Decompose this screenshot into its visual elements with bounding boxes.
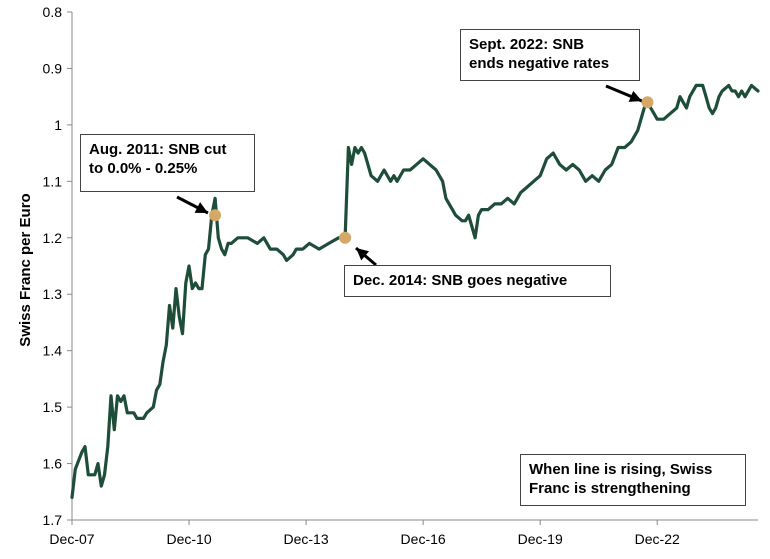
- rising-line-note: When line is rising, Swiss Franc is stre…: [520, 454, 746, 506]
- y-tick-label: 1.3: [43, 286, 63, 302]
- arrow-head: [194, 202, 208, 213]
- y-tick-label: 1.2: [43, 230, 63, 246]
- x-tick-label: Dec-07: [49, 531, 94, 547]
- annotation-dec-2014: Dec. 2014: SNB goes negative: [344, 265, 611, 297]
- y-ticks: 0.8 0.9 1 1.1 1.2 1.3 1.4 1.5 1.6 1.7: [43, 4, 72, 528]
- y-tick-label: 0.8: [43, 4, 63, 20]
- y-tick-label: 1.7: [43, 512, 63, 528]
- y-tick-label: 1.4: [43, 343, 63, 359]
- annotation-aug-2011-text: Aug. 2011: SNB cut to 0.0% - 0.25%: [89, 141, 227, 177]
- x-tick-label: Dec-16: [401, 531, 446, 547]
- x-tick-label: Dec-19: [518, 531, 563, 547]
- y-axis-label: Swiss Franc per Euro: [17, 193, 34, 346]
- rising-line-note-text: When line is rising, Swiss Franc is stre…: [529, 461, 713, 497]
- y-tick-label: 1.1: [43, 173, 63, 189]
- y-tick-label: 1.5: [43, 399, 63, 415]
- x-tick-label: Dec-22: [635, 531, 680, 547]
- annotation-aug-2011: Aug. 2011: SNB cut to 0.0% - 0.25%: [80, 134, 255, 192]
- annotation-marker: [339, 231, 352, 244]
- x-tick-label: Dec-13: [284, 531, 329, 547]
- annotation-marker: [209, 209, 222, 222]
- series-line: [70, 83, 760, 499]
- y-tick-label: 1.6: [43, 456, 63, 472]
- axes: [71, 12, 758, 521]
- arrow-head: [628, 90, 642, 102]
- y-tick-label: 0.9: [43, 60, 63, 76]
- y-tick-label: 1: [54, 117, 62, 133]
- annotation-marker: [641, 96, 654, 109]
- annotation-sept-2022: Sept. 2022: SNB ends negative rates: [460, 29, 640, 81]
- annotation-sept-2022-text: Sept. 2022: SNB ends negative rates: [469, 36, 610, 72]
- annotation-arrows: [176, 84, 643, 267]
- arrow-head: [356, 248, 370, 261]
- annotation-dec-2014-text: Dec. 2014: SNB goes negative: [353, 272, 568, 289]
- annotation-markers: [209, 96, 654, 244]
- x-tick-label: Dec-10: [166, 531, 211, 547]
- x-ticks: Dec-07 Dec-10 Dec-13 Dec-16 Dec-19 Dec-22: [49, 520, 680, 547]
